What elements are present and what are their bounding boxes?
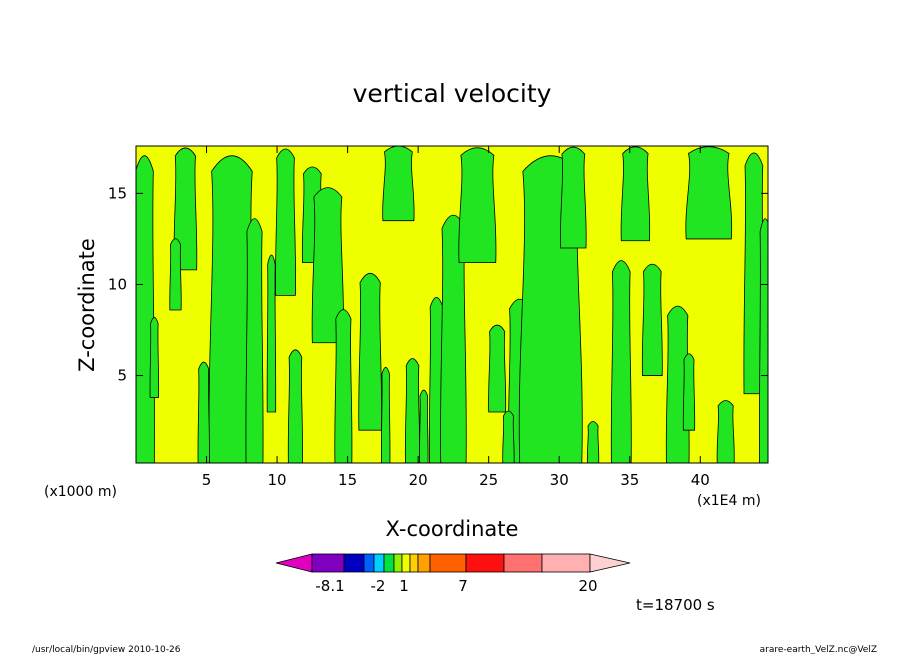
x-unit-label: (x1E4 m) — [697, 493, 761, 509]
contour-region — [149, 317, 160, 398]
contour-region — [404, 358, 421, 463]
footer-right: arare-earth_VelZ.nc@VelZ — [760, 645, 877, 654]
y-tick-label: 15 — [108, 184, 127, 202]
x-axis-title: X-coordinate — [386, 517, 519, 541]
plot-frame — [135, 145, 769, 464]
contour-region — [266, 254, 277, 413]
colorbar-swatch — [465, 553, 505, 573]
x-axis: 5 10 15 20 25 30 35 40 — [202, 146, 710, 489]
colorbar-label: 1 — [399, 577, 409, 595]
chart-title: vertical velocity — [353, 79, 552, 108]
x-tick-label: 10 — [268, 471, 287, 489]
colorbar-swatch — [589, 553, 631, 573]
colorbar-swatch — [373, 553, 385, 573]
colorbar-swatch — [383, 553, 395, 573]
contour-region — [682, 353, 696, 431]
contour-region — [620, 146, 651, 242]
colorbar-swatch — [503, 553, 543, 573]
contour-region — [440, 214, 467, 463]
x-tick-label: 40 — [691, 471, 710, 489]
time-label: t=18700 s — [636, 596, 715, 614]
contour-region — [287, 349, 303, 463]
x-tick-label: 25 — [479, 471, 498, 489]
colorbar-label: -2 — [371, 577, 386, 595]
colorbar-swatch — [429, 553, 467, 573]
contour-region — [311, 187, 345, 344]
contour-region — [716, 400, 735, 463]
x-tick-label: 5 — [202, 471, 212, 489]
contour-field — [136, 146, 768, 463]
colorbar-swatch — [541, 553, 591, 573]
contour-region — [641, 263, 663, 376]
contour-region — [502, 410, 515, 463]
contour-region — [380, 366, 391, 463]
contour-region — [334, 309, 353, 463]
contour-region — [488, 324, 507, 413]
contour-region — [136, 155, 155, 463]
contour-region — [358, 272, 383, 431]
contour-region — [245, 218, 264, 463]
y-tick-label: 10 — [108, 275, 127, 293]
x-tick-label: 15 — [338, 471, 357, 489]
contour-region — [586, 421, 600, 463]
colorbar-label: -8.1 — [315, 577, 344, 595]
colorbar-swatch — [417, 553, 431, 573]
contour-region — [759, 218, 768, 463]
y-unit-label: (x1000 m) — [44, 484, 117, 500]
contour-region — [685, 146, 733, 240]
colorbar-swatch — [401, 553, 411, 573]
contour-region — [275, 148, 296, 296]
contour-region — [173, 147, 198, 271]
colorbar-swatch — [409, 553, 419, 573]
x-tick-label: 20 — [409, 471, 428, 489]
colorbar: -8.1 -2 1 7 20 — [275, 553, 631, 595]
footer-left: /usr/local/bin/gpview 2010-10-26 — [32, 645, 181, 654]
y-axis: 5 10 15 — [108, 184, 768, 385]
contour-region — [169, 238, 182, 311]
colorbar-swatch — [275, 553, 313, 573]
colorbar-label: 20 — [578, 577, 597, 595]
contour-region — [610, 260, 632, 463]
y-axis-title: Z-coordinate — [75, 238, 99, 372]
contour-region — [419, 389, 429, 463]
contour-region — [560, 146, 587, 249]
colorbar-swatch — [393, 553, 403, 573]
colorbar-label: 7 — [458, 577, 468, 595]
colorbar-swatch — [363, 553, 375, 573]
colorbar-swatch — [343, 553, 365, 573]
y-tick-label: 5 — [117, 367, 127, 385]
x-tick-label: 35 — [620, 471, 639, 489]
contour-region — [197, 361, 210, 463]
x-tick-label: 30 — [550, 471, 569, 489]
colorbar-swatch — [311, 553, 345, 573]
contour-region — [458, 147, 497, 263]
contour-region — [382, 146, 415, 222]
